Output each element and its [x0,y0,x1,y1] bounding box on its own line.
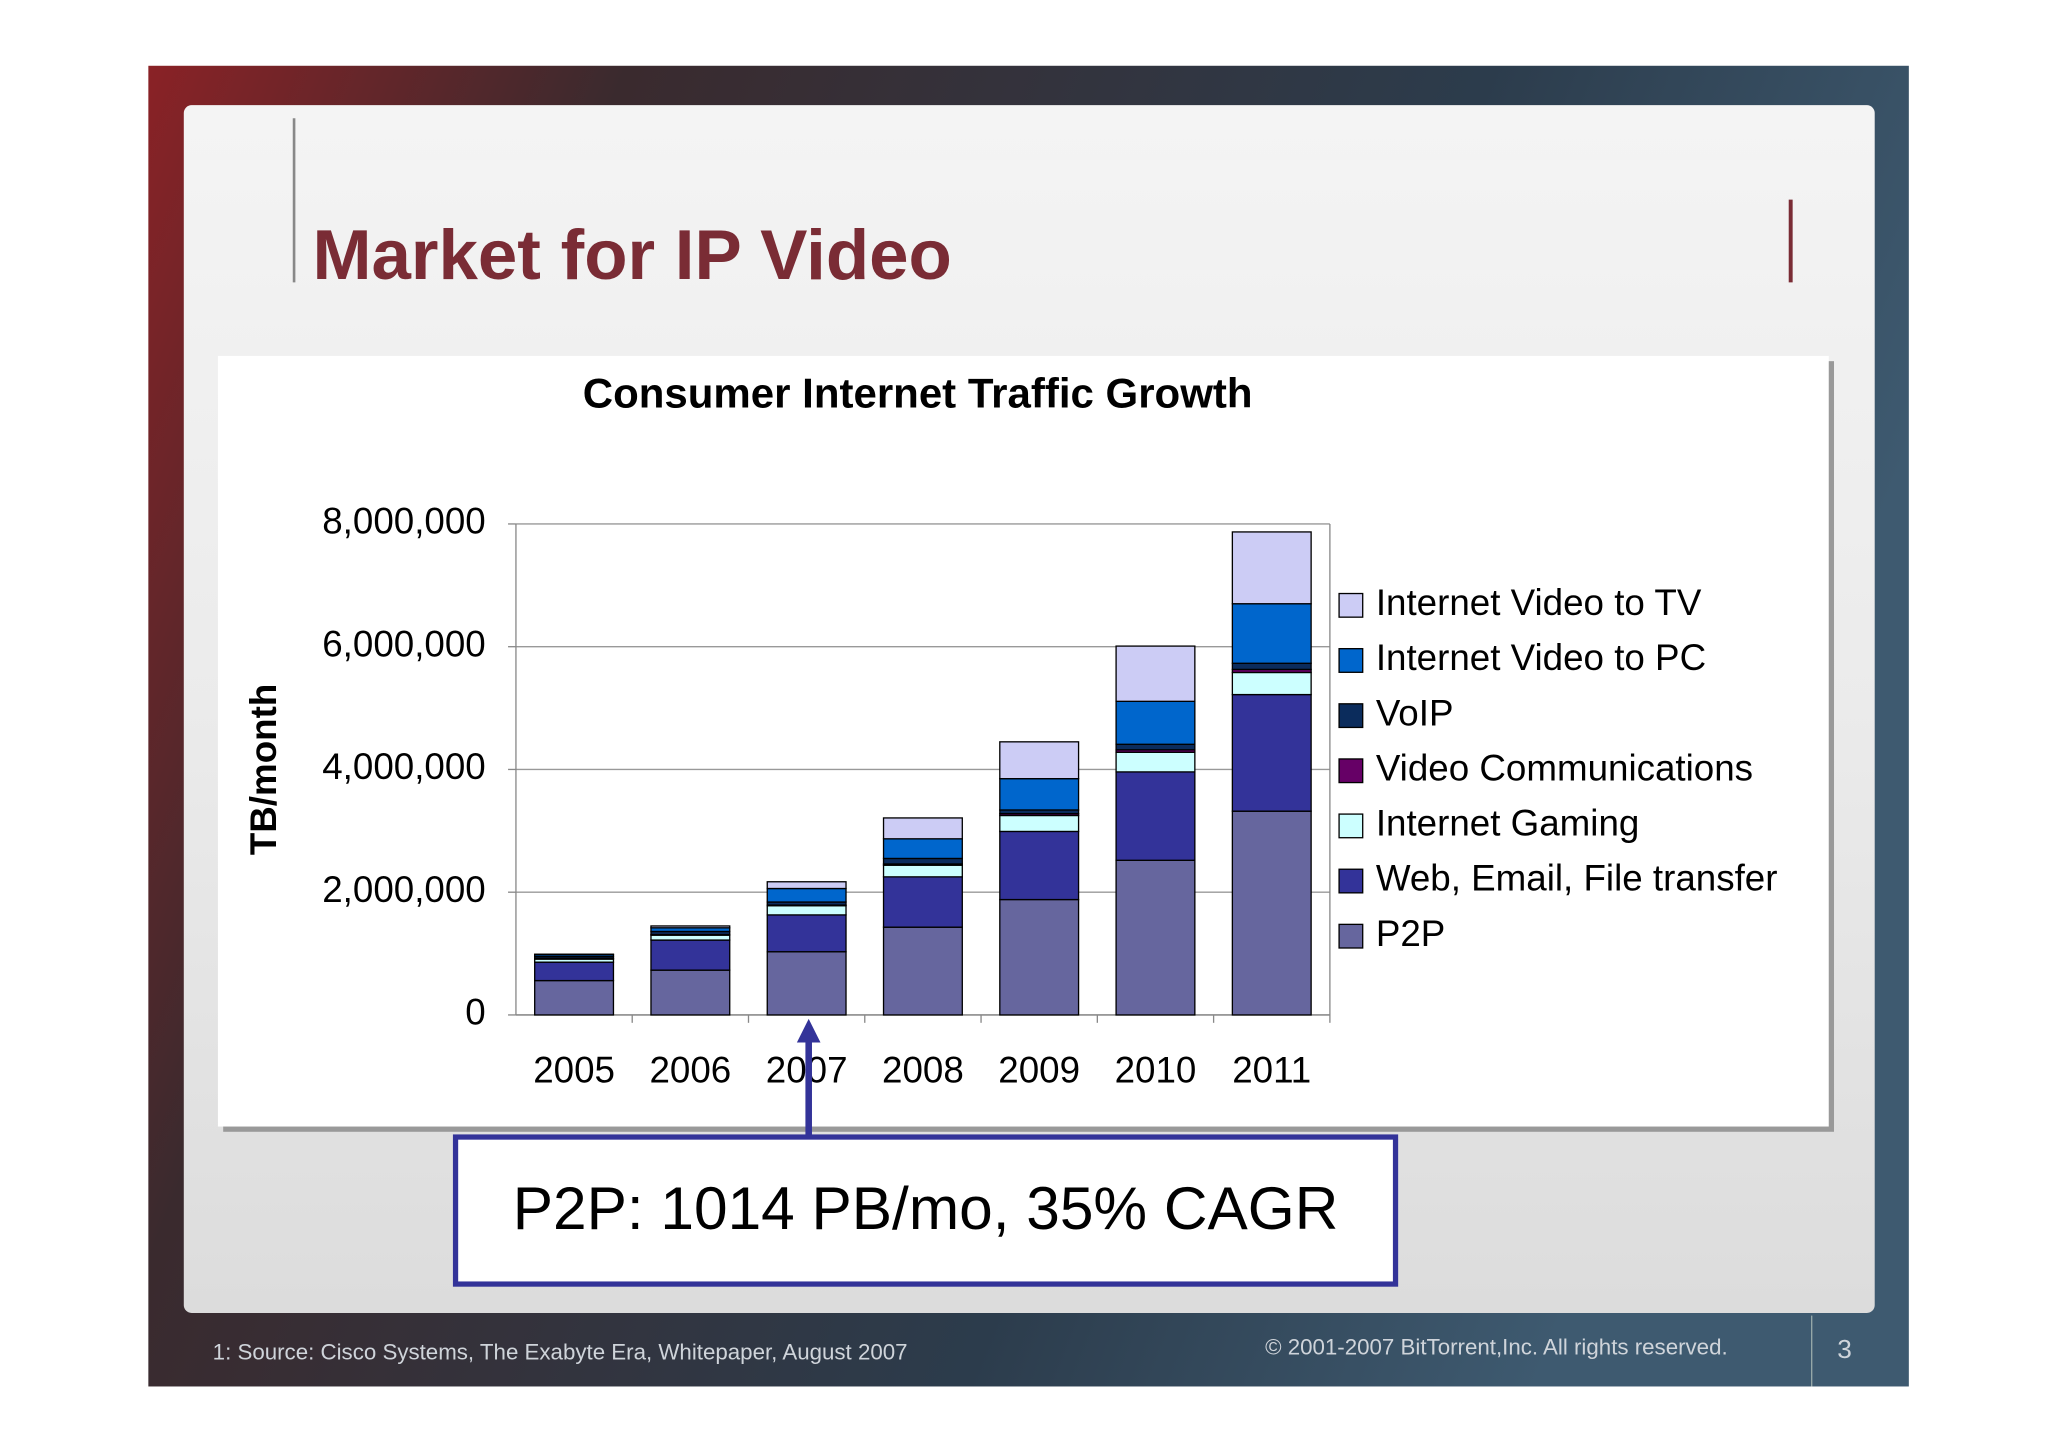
bar-segment [1231,662,1312,671]
bar-segment [999,777,1080,811]
x-tick-label: 2005 [533,1049,615,1090]
footer-copyright: © 2001-2007 BitTorrent,Inc. All rights r… [1265,1334,1728,1359]
callout-text: P2P: 1014 PB/mo, 35% CAGR [513,1174,1339,1242]
y-tick-label: 2,000,000 [322,869,486,910]
legend-swatch [1338,648,1364,673]
y-tick-label: 0 [465,992,485,1033]
bar-segment [650,934,731,941]
bar-segment [882,817,963,840]
x-tick-label: 2010 [1115,1049,1197,1090]
bar-segment [1115,771,1196,861]
bar-segment [882,864,963,878]
footer-source: 1: Source: Cisco Systems, The Exabyte Er… [213,1340,908,1365]
bar-segment [766,881,847,890]
bar-segment [999,830,1080,901]
legend-swatch [1338,923,1364,949]
bar-segment [766,951,847,1016]
bar-segment [1115,751,1196,773]
chart-title: Consumer Internet Traffic Growth [583,370,1253,417]
callout-arrowhead [796,1018,821,1043]
bar-segment [1115,859,1196,1016]
bar-segment [534,961,615,982]
bar-segment [882,926,963,1016]
bar-segment [1231,693,1312,812]
legend-swatch [1338,703,1364,729]
x-tick-label: 2006 [649,1049,731,1090]
legend-swatch [1338,592,1364,618]
y-tick-label: 8,000,000 [322,501,486,542]
slide-title: Market for IP Video [312,216,951,295]
bar-segment [1231,810,1312,1016]
bar-segment [882,838,963,860]
bar-segment [999,814,1080,833]
bar-segment [766,905,847,916]
page-number: 3 [1837,1334,1852,1364]
bar-segment [999,741,1080,780]
bar-segment [1115,700,1196,745]
legend-label: Internet Gaming [1376,803,1640,844]
legend-label: VoIP [1376,692,1454,733]
bar-segment [650,939,731,971]
bar-segment [882,857,963,865]
bar-segment [650,969,731,1016]
bar-segment [534,953,615,956]
y-tick-label: 4,000,000 [322,746,486,787]
bar-segment [650,925,731,929]
bar-segment [1231,671,1312,696]
x-tick-label: 2009 [998,1049,1080,1090]
legend-label: P2P [1376,913,1445,954]
bar-segment [766,914,847,953]
plot: 0 2,000,000 4,000,000 6,000,000 8,000,000 200… [322,501,1777,1091]
x-tick-label: 2011 [1232,1049,1311,1090]
legend-swatch [1338,868,1364,894]
legend-label: Internet Video to TV [1376,582,1702,623]
y-tick-label: 6,000,000 [322,623,486,664]
bar-segment [999,898,1080,1016]
legend-swatch [1338,758,1364,784]
callout-box [452,1134,1399,1287]
legend-label: Internet Video to PC [1376,637,1706,678]
y-axis-label: TB/month [243,684,284,855]
bar-segment [1231,603,1312,664]
bar-segment [1115,645,1196,702]
legend-swatch [1338,813,1364,839]
bar-segment [1115,743,1196,751]
bar-segment [1231,531,1312,605]
legend-label: Web, Email, File transfer [1376,858,1778,899]
bar-segment [766,887,847,903]
legend-label: Video Communications [1376,747,1753,788]
bar-segment [882,876,963,928]
x-tick-label: 2008 [882,1049,964,1090]
bar-segment [534,979,615,1016]
